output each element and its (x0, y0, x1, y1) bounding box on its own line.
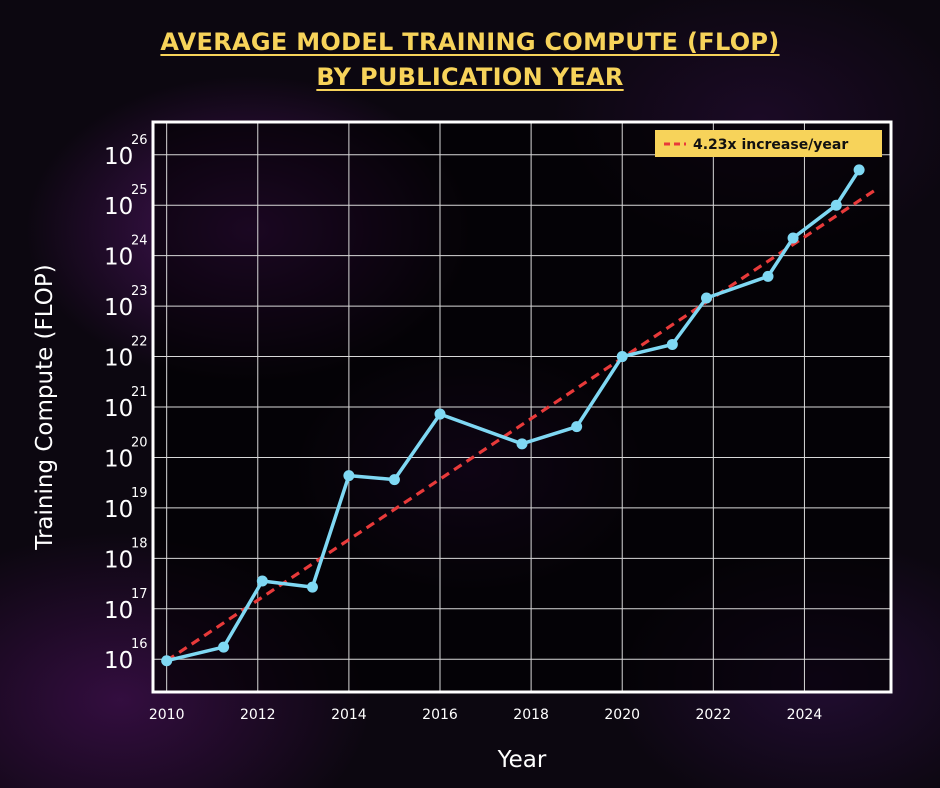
data-point (218, 641, 230, 653)
x-tick-label: 2018 (513, 707, 549, 723)
y-tick-base: 10 (104, 648, 133, 674)
data-point (306, 581, 318, 593)
data-point (616, 351, 628, 363)
series-line (166, 168, 861, 663)
y-tick-exponent: 20 (131, 435, 148, 450)
y-tick-base: 10 (104, 598, 133, 624)
grid-lines (153, 122, 891, 692)
data-point (571, 421, 583, 433)
x-tick-label: 2014 (331, 707, 367, 723)
y-tick-exponent: 19 (131, 486, 148, 501)
x-tick-label: 2016 (422, 707, 458, 723)
y-tick-base: 10 (104, 144, 133, 170)
chart-title-line-1: AVERAGE MODEL TRAINING COMPUTE (FLOP) (160, 28, 780, 56)
data-point (516, 438, 528, 450)
legend-trend-label: 4.23x increase/year (693, 137, 848, 153)
y-tick-base: 10 (104, 245, 133, 271)
y-tick-exponent: 24 (131, 234, 148, 249)
y-tick-exponent: 22 (131, 335, 148, 350)
y-tick-base: 10 (104, 446, 133, 472)
x-tick-label: 2012 (240, 707, 276, 723)
data-point (787, 232, 799, 244)
y-tick-exponent: 21 (131, 385, 148, 400)
x-tick-label: 2020 (604, 707, 640, 723)
data-point (161, 655, 173, 667)
data-point (701, 292, 712, 304)
data-point (343, 470, 355, 482)
y-tick-base: 10 (104, 194, 133, 220)
y-tick-exponent: 25 (131, 183, 148, 198)
y-tick-exponent: 16 (131, 637, 148, 652)
data-point (853, 164, 865, 176)
x-tick-labels: 2010 2012 2014 2016 2018 2020 2022 2024 (149, 707, 822, 723)
data-point (762, 270, 774, 282)
y-tick-exponent: 26 (131, 133, 148, 148)
y-tick-base: 10 (104, 295, 133, 321)
y-tick-labels: 1016101710181019102010211022102310241025… (104, 133, 148, 674)
data-point (830, 199, 842, 211)
x-axis-label: Year (497, 747, 547, 773)
plot-frame (151, 120, 893, 694)
series-group (161, 164, 865, 667)
y-tick-base: 10 (104, 396, 133, 422)
data-point (256, 575, 268, 587)
x-tick-label: 2024 (787, 707, 823, 723)
x-tick-label: 2010 (149, 707, 185, 723)
y-tick-base: 10 (104, 497, 133, 523)
y-tick-exponent: 18 (131, 536, 148, 551)
y-tick-base: 10 (104, 346, 133, 372)
y-tick-exponent: 23 (131, 284, 148, 299)
y-tick-base: 10 (104, 547, 133, 573)
data-point (434, 408, 446, 420)
data-point (666, 338, 678, 350)
chart-title-line-2: BY PUBLICATION YEAR (316, 63, 624, 91)
y-tick-exponent: 17 (131, 587, 148, 602)
data-point (388, 474, 400, 486)
legend-box (655, 130, 882, 157)
y-axis-label: Training Compute (FLOP) (32, 264, 58, 550)
legend: 4.23x increase/year (655, 130, 882, 157)
x-tick-label: 2022 (696, 707, 732, 723)
